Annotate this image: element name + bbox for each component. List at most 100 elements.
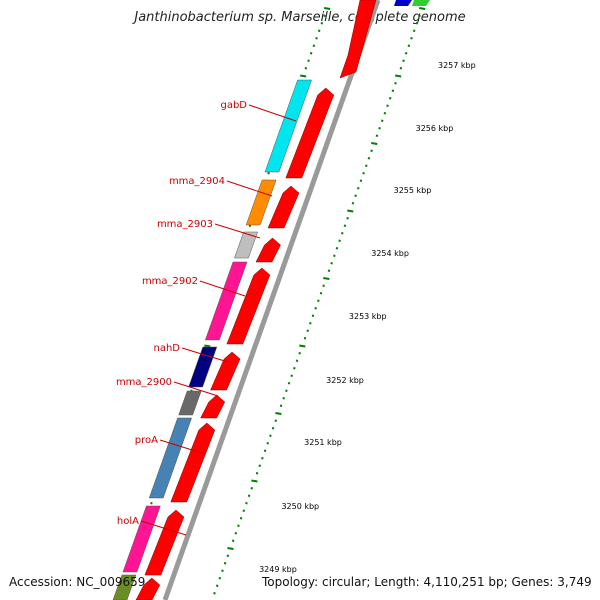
tick-mark	[307, 59, 310, 62]
gene-label: nahD	[153, 343, 180, 354]
tick-mark	[402, 59, 405, 62]
gene-leader-line	[248, 104, 297, 122]
scale-tick-label: 3253 kbp	[349, 312, 387, 321]
cds-arrow	[200, 394, 226, 419]
tick-mark	[290, 374, 293, 377]
scale-tick-label: 3255 kbp	[394, 186, 432, 195]
tick-mark	[320, 22, 324, 25]
cds-arrow	[135, 577, 161, 600]
tick-mark	[418, 7, 426, 10]
gene-label: mma_2904	[169, 176, 225, 187]
gene-leader-line	[199, 280, 246, 297]
gene-bar	[264, 79, 312, 173]
tick-mark	[274, 419, 277, 422]
tick-mark	[327, 269, 331, 272]
tick-mark	[304, 67, 308, 70]
forward-strand-genes	[112, 79, 312, 600]
tick-mark	[204, 344, 211, 348]
tick-mark	[227, 547, 234, 550]
tick-mark	[362, 172, 365, 175]
gene-label: gabD	[220, 100, 247, 111]
tick-mark	[395, 74, 402, 78]
backbone-line	[162, 0, 381, 600]
gene-leader-line	[214, 223, 261, 239]
tick-mark	[226, 554, 230, 557]
map-title: Janthinobacterium sp. Marseille, complet…	[134, 10, 466, 25]
tick-mark	[357, 187, 360, 190]
gene-bar	[122, 505, 161, 573]
tick-mark	[285, 389, 288, 392]
tick-mark	[269, 434, 272, 437]
tick-mark	[255, 472, 259, 475]
tick-mark	[386, 104, 389, 107]
tick-mark	[309, 322, 312, 325]
gene-leader-line	[140, 520, 187, 536]
tick-mark	[298, 352, 301, 355]
gene-bar	[188, 346, 218, 388]
tick-mark	[306, 329, 309, 332]
tick-mark	[346, 217, 349, 220]
tick-mark	[215, 584, 219, 587]
tick-mark	[323, 277, 330, 280]
tick-mark	[319, 292, 323, 295]
tick-mark	[245, 502, 248, 505]
tick-mark	[333, 254, 336, 257]
tick-mark	[221, 569, 224, 572]
gene-leader-line	[226, 180, 273, 197]
tick-mark	[317, 29, 321, 32]
tick-mark	[282, 397, 285, 400]
scale-tick-label: 3254 kbp	[371, 249, 409, 258]
tick-mark	[330, 262, 333, 265]
tick-mark	[322, 284, 325, 287]
scale-tick-labels: 3257 kbp 3256 kbp 3255 kbp 3254 kbp 3253 kbp…	[259, 61, 476, 574]
tick-mark	[309, 52, 313, 55]
tick-mark	[351, 202, 355, 205]
tick-mark	[295, 359, 299, 362]
tick-mark	[418, 14, 421, 17]
accession-text: Accession: NC_009659	[9, 575, 146, 589]
tick-mark	[317, 299, 320, 302]
gene-bar	[178, 390, 202, 416]
top-blue-gene	[394, 0, 412, 6]
tick-mark	[266, 442, 269, 445]
tick-mark	[247, 494, 251, 497]
tick-mark	[279, 404, 283, 407]
cds-arrow	[267, 185, 300, 229]
tick-mark	[261, 457, 264, 460]
tick-mark	[223, 562, 227, 565]
tick-mark	[341, 232, 344, 235]
tick-mark	[391, 89, 395, 92]
tick-mark	[271, 427, 275, 430]
gene-bar	[204, 261, 248, 341]
tick-mark	[275, 412, 282, 415]
cds-arrow	[226, 267, 271, 345]
tick-mark	[399, 67, 403, 70]
gene-leader-line	[173, 381, 219, 397]
tick-mark	[258, 464, 261, 467]
tick-mark	[347, 209, 354, 213]
tick-mark	[239, 517, 243, 520]
tick-mark	[231, 539, 235, 542]
tick-mark	[314, 307, 317, 310]
tick-mark	[412, 29, 416, 32]
tick-mark	[388, 97, 392, 100]
scale-tick-label: 3251 kbp	[304, 438, 342, 447]
scale-tick-label: 3256 kbp	[416, 124, 454, 133]
tick-mark	[311, 314, 315, 317]
tick-mark	[234, 532, 238, 535]
tick-mark	[299, 344, 306, 348]
genome-summary-text: Topology: circular; Length: 4,110,251 bp…	[262, 575, 592, 589]
tick-mark	[323, 7, 331, 10]
tick-mark	[237, 524, 240, 527]
tick-mark	[315, 37, 318, 40]
tick-mark	[303, 337, 307, 340]
scale-tick-label: 3257 kbp	[438, 61, 476, 70]
tick-mark	[410, 37, 413, 40]
gene-labels: gabD mma_2904 mma_2903 mma_2902 nahD mma_2900…	[116, 100, 297, 536]
inner-tick-ring	[213, 7, 426, 595]
genome-backbone	[162, 0, 381, 600]
tick-mark	[407, 44, 411, 47]
cds-arrow	[210, 351, 241, 391]
tick-mark	[338, 239, 341, 242]
